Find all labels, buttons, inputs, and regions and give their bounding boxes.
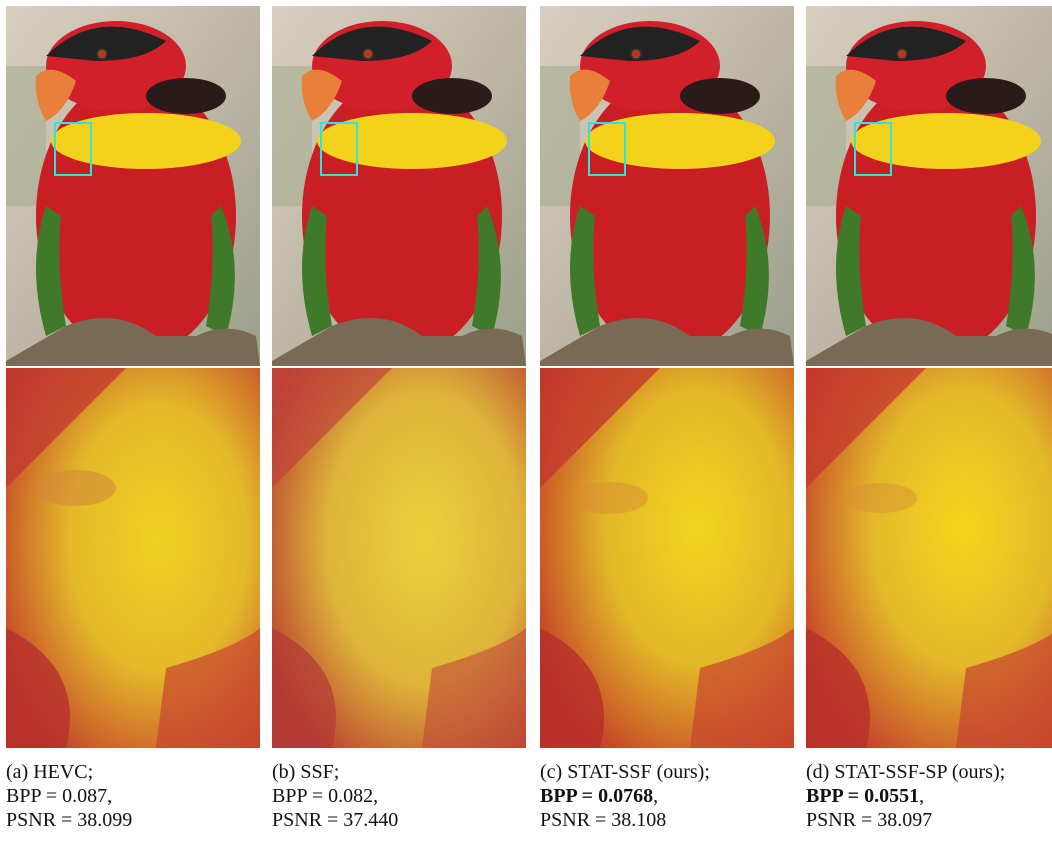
zoom-crop <box>272 368 526 748</box>
panel-hevc: (a) HEVC; BPP = 0.087, PSNR = 38.099 <box>6 6 260 832</box>
caption-label: (d) STAT-SSF-SP (ours); <box>806 761 1006 783</box>
caption-bpp: BPP = 0.082, <box>272 785 379 807</box>
panel-stat-ssf-sp: (d) STAT-SSF-SP (ours); BPP = 0.0551, PS… <box>806 6 1052 832</box>
zoom-region-box <box>854 122 892 176</box>
panel-ssf: (b) SSF; BPP = 0.082, PSNR = 37.440 <box>272 6 526 832</box>
panel-stat-ssf: (c) STAT-SSF (ours); BPP = 0.0768, PSNR … <box>540 6 794 832</box>
caption-psnr: PSNR = 38.097 <box>806 809 933 831</box>
zoom-region-box <box>320 122 358 176</box>
parrot-photo <box>6 6 260 366</box>
zoom-region-box <box>54 122 92 176</box>
zoom-crop <box>540 368 794 748</box>
parrot-image <box>806 6 1052 366</box>
parrot-photo <box>272 6 526 366</box>
caption-bpp: BPP = 0.087, <box>6 785 113 807</box>
caption: (d) STAT-SSF-SP (ours); BPP = 0.0551, PS… <box>806 760 1052 832</box>
zoom-crop <box>6 368 260 748</box>
parrot-photo <box>540 6 794 366</box>
caption-label: (b) SSF; <box>272 761 340 783</box>
caption-label: (a) HEVC; <box>6 761 94 783</box>
caption-bpp: BPP = 0.0768, <box>540 785 659 807</box>
parrot-photo <box>806 6 1052 366</box>
parrot-image <box>272 6 526 366</box>
caption: (c) STAT-SSF (ours); BPP = 0.0768, PSNR … <box>540 760 794 832</box>
caption-psnr: PSNR = 38.099 <box>6 809 133 831</box>
caption-bpp: BPP = 0.0551, <box>806 785 925 807</box>
zoom-crop <box>806 368 1052 748</box>
zoom-region-box <box>588 122 626 176</box>
caption: (b) SSF; BPP = 0.082, PSNR = 37.440 <box>272 760 526 832</box>
parrot-image <box>540 6 794 366</box>
caption-psnr: PSNR = 38.108 <box>540 809 667 831</box>
parrot-image <box>6 6 260 366</box>
caption: (a) HEVC; BPP = 0.087, PSNR = 38.099 <box>6 760 260 832</box>
caption-psnr: PSNR = 37.440 <box>272 809 399 831</box>
caption-label: (c) STAT-SSF (ours); <box>540 761 710 783</box>
